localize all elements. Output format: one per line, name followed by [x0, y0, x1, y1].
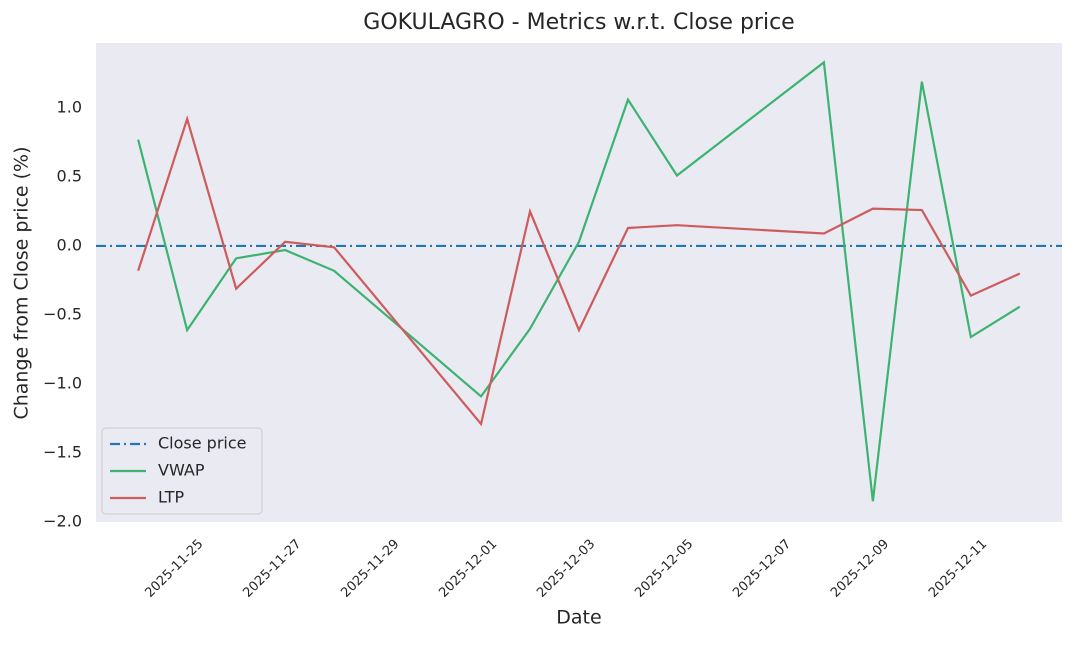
- x-tick-label: 2025-12-11: [926, 537, 990, 601]
- y-axis-label: Change from Close price (%): [11, 146, 33, 419]
- y-tick-label: −2.0: [43, 512, 82, 531]
- x-tick-label: 2025-12-07: [730, 537, 794, 601]
- x-axis-label: Date: [556, 607, 601, 629]
- y-tick-label: 0.5: [57, 166, 82, 185]
- y-tick-label: 1.0: [57, 97, 82, 116]
- y-tick-label: −1.5: [43, 442, 82, 461]
- x-tick-label: 2025-11-29: [338, 537, 402, 601]
- legend-label: Close price: [158, 434, 247, 453]
- x-tick-label: 2025-12-05: [632, 537, 696, 601]
- y-tick-label: 0.0: [57, 235, 82, 254]
- y-tick-label: −1.0: [43, 373, 82, 392]
- x-tick-label: 2025-11-27: [240, 537, 304, 601]
- series-line: [137, 115, 1021, 427]
- legend-label: LTP: [158, 488, 184, 507]
- chart-title: GOKULAGRO - Metrics w.r.t. Close price: [363, 10, 794, 35]
- x-tick-label: 2025-11-25: [142, 537, 206, 601]
- series-line: [137, 60, 1021, 502]
- x-tick-label: 2025-12-09: [828, 537, 892, 601]
- legend-box: [101, 427, 263, 515]
- x-tick-label: 2025-12-03: [534, 537, 598, 601]
- x-tick-label: 2025-12-01: [436, 537, 500, 601]
- legend-label: VWAP: [158, 461, 205, 480]
- y-tick-label: −0.5: [43, 304, 82, 323]
